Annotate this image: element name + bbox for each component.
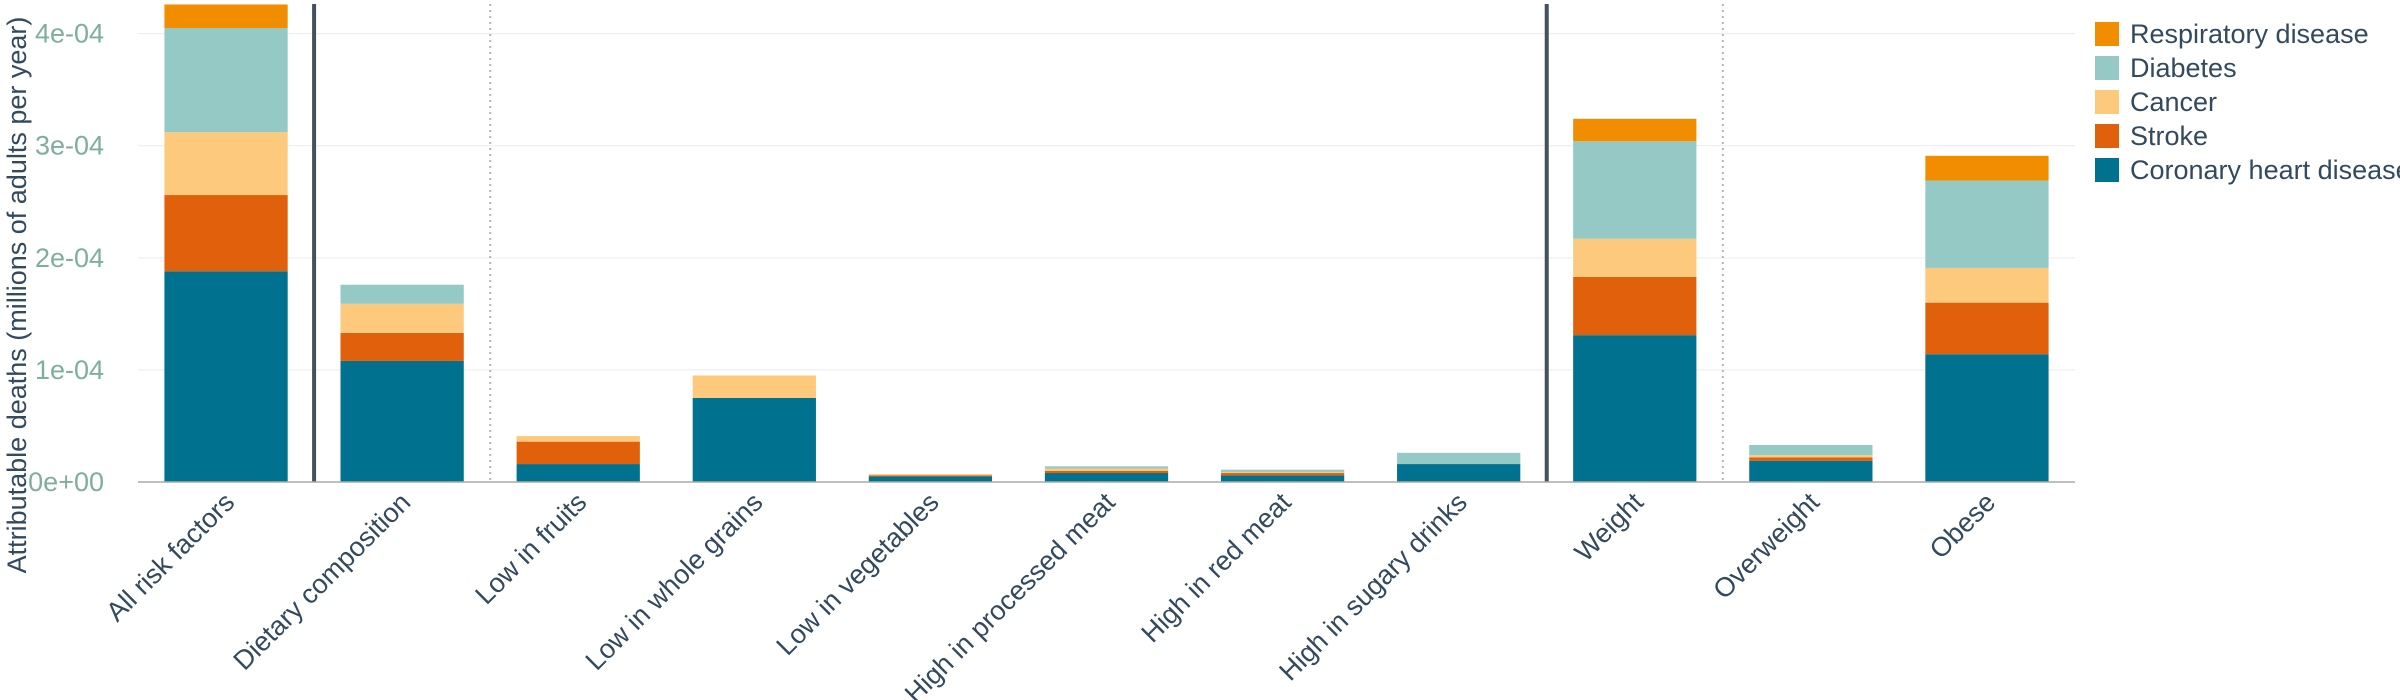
x-tick-label: Low in whole grains — [580, 487, 769, 676]
bar-segment — [516, 464, 640, 482]
bar-segment — [340, 303, 464, 333]
y-tick-label: 0e+00 — [28, 467, 104, 497]
x-tick-label: Low in fruits — [469, 487, 592, 610]
y-tick-labels: 0e+00 1e-04 2e-04 3e-04 4e-04 — [28, 19, 104, 497]
bar-segment — [1749, 460, 1873, 482]
legend-swatch — [2095, 22, 2119, 46]
bar-segment — [1749, 455, 1873, 458]
bar-segment — [868, 476, 993, 482]
bar-segment — [1220, 475, 1345, 482]
bar-segment — [1044, 466, 1169, 469]
bar-segment — [164, 195, 288, 272]
bar-segment — [1044, 468, 1169, 471]
bar-segment — [1749, 445, 1873, 456]
legend-swatch — [2095, 56, 2119, 80]
legend-label: Stroke — [2130, 121, 2208, 151]
legend-swatch — [2095, 158, 2119, 182]
legend-label: Respiratory disease — [2130, 19, 2369, 49]
bar-segment — [1220, 469, 1345, 472]
x-tick-label: Weight — [1569, 487, 1650, 568]
bar-segment — [1397, 464, 1521, 482]
bar-segment — [1044, 473, 1169, 482]
y-tick-label: 3e-04 — [35, 131, 104, 161]
x-tick-label: High in sugary drinks — [1273, 487, 1472, 686]
bar-segment — [692, 397, 816, 482]
bar-segment — [1573, 118, 1697, 142]
x-tick-label: Overweight — [1707, 487, 1825, 605]
bar-segment — [164, 28, 288, 133]
legend-item[interactable]: Stroke — [2095, 121, 2208, 151]
bar-segment — [1220, 473, 1345, 476]
bar-segment — [1925, 302, 2049, 355]
bar-segment — [164, 132, 288, 196]
bar-segment — [340, 284, 464, 304]
bar-segment — [1749, 457, 1873, 461]
legend-swatch — [2095, 90, 2119, 114]
bar-segment — [1573, 276, 1697, 336]
x-tick-label: Dietary composition — [228, 487, 417, 676]
legend-item[interactable]: Cancer — [2095, 87, 2217, 117]
x-tick-label: High in red meat — [1136, 487, 1298, 649]
legend-label: Diabetes — [2130, 53, 2237, 83]
x-tick-label: All risk factors — [100, 487, 240, 627]
bar-segment — [1925, 180, 2049, 268]
bar-segment — [1573, 335, 1697, 482]
x-tick-label: Low in vegetables — [771, 487, 945, 661]
bar-segment — [340, 332, 464, 361]
x-tick-label: Obese — [1924, 487, 2001, 564]
bar-segment — [692, 375, 816, 398]
y-tick-label: 2e-04 — [35, 243, 104, 273]
bar-segment — [1573, 238, 1697, 277]
y-tick-label: 1e-04 — [35, 355, 104, 385]
legend-label: Coronary heart disease — [2130, 155, 2400, 185]
bar-segment — [1573, 141, 1697, 239]
bars-layer — [164, 4, 2049, 482]
bar-segment — [164, 271, 288, 482]
bar-segment — [1925, 267, 2049, 303]
bar-segment — [1925, 354, 2049, 482]
bar-segment — [1925, 155, 2049, 181]
y-axis-title: Attributable deaths (millions of adults … — [2, 17, 32, 574]
bar-segment — [1397, 452, 1521, 465]
bar-segment — [868, 474, 993, 476]
y-tick-label: 4e-04 — [35, 19, 104, 49]
legend-swatch — [2095, 124, 2119, 148]
legend-label: Cancer — [2130, 87, 2217, 117]
bar-segment — [868, 475, 993, 477]
legend-item[interactable]: Diabetes — [2095, 53, 2237, 83]
separator-layer — [312, 4, 1724, 482]
bar-segment — [340, 360, 464, 482]
bar-segment — [1220, 471, 1345, 474]
grid-layer — [138, 33, 2075, 371]
bar-segment — [516, 436, 640, 442]
bar-segment — [1044, 470, 1169, 474]
legend-item[interactable]: Respiratory disease — [2095, 19, 2369, 49]
legend[interactable]: Respiratory disease Diabetes Cancer Stroke C… — [2095, 19, 2400, 185]
bar-segment — [516, 441, 640, 465]
bar-segment — [164, 4, 288, 29]
legend-item[interactable]: Coronary heart disease — [2095, 155, 2400, 185]
